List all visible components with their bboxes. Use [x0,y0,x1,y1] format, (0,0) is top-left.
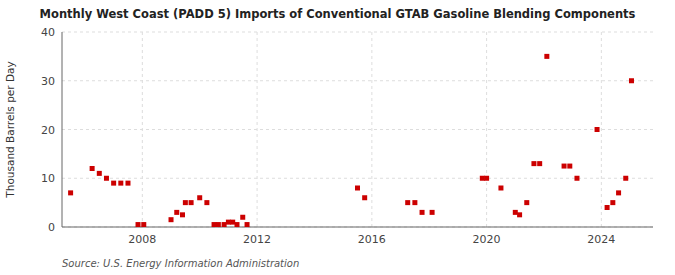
x-tick-label: 2024 [587,233,615,246]
point [141,222,146,227]
point [169,217,174,222]
point [562,164,567,169]
points [68,54,634,227]
x-tick-label: 2016 [358,233,386,246]
point [405,200,410,205]
point [226,220,231,225]
x-grid-line [486,32,487,227]
point [480,176,485,181]
point [574,176,579,181]
point [610,200,615,205]
y-grid-line [62,227,653,228]
y-axis-line [62,32,63,227]
x-axis-line [62,227,653,228]
point [430,210,435,215]
y-grid-line [62,129,653,130]
point [537,161,542,166]
chart-container: 2008 2012 2016 2020 2024 0 10 20 30 40 Monthly Wes… [0,0,675,275]
y-tick-label: 0 [48,221,55,234]
y-tick-label: 20 [41,124,55,137]
x-tick-label: 2008 [128,233,156,246]
point [197,195,202,200]
point [517,212,522,217]
point [118,181,123,186]
y-grid-line [62,32,653,33]
point [567,164,572,169]
point [629,78,634,83]
point [623,176,628,181]
point [180,212,185,217]
point [97,171,102,176]
point [189,200,194,205]
x-tick-label: 2020 [473,233,501,246]
point [68,190,73,195]
point [230,220,235,225]
point [362,195,367,200]
point [420,210,425,215]
point [136,222,141,227]
point [245,222,250,227]
source-note: Source: U.S. Energy Information Administ… [62,258,299,269]
point [222,222,227,227]
point [212,222,217,227]
title: Monthly West Coast (PADD 5) Imports of C… [40,7,636,21]
point [412,200,417,205]
point [235,222,240,227]
point [524,200,529,205]
point [174,210,179,215]
y-tick-label: 30 [41,75,55,88]
point [104,176,109,181]
point [240,215,245,220]
point [204,200,209,205]
y-grid-line [62,178,653,179]
tick-labels: 2008 2012 2016 2020 2024 0 10 20 30 40 [41,26,615,246]
point [125,181,130,186]
x-tick-label: 2012 [243,233,271,246]
grid [62,32,653,227]
point [544,54,549,59]
point [605,205,610,210]
chart: 2008 2012 2016 2020 2024 0 10 20 30 40 Monthly Wes… [0,0,675,275]
point [355,186,360,191]
y-grid-line [62,80,653,81]
point [616,190,621,195]
point [595,127,600,132]
point [90,166,95,171]
point [183,200,188,205]
point [216,222,221,227]
x-grid-line [601,32,602,227]
y-tick-label: 40 [41,26,55,39]
point [484,176,489,181]
point [111,181,116,186]
x-grid-line [371,32,372,227]
point [498,186,503,191]
y-tick-label: 10 [41,172,55,185]
y-axis-label: Thousand Barrels per Day [4,61,16,198]
point [513,210,518,215]
point [531,161,536,166]
